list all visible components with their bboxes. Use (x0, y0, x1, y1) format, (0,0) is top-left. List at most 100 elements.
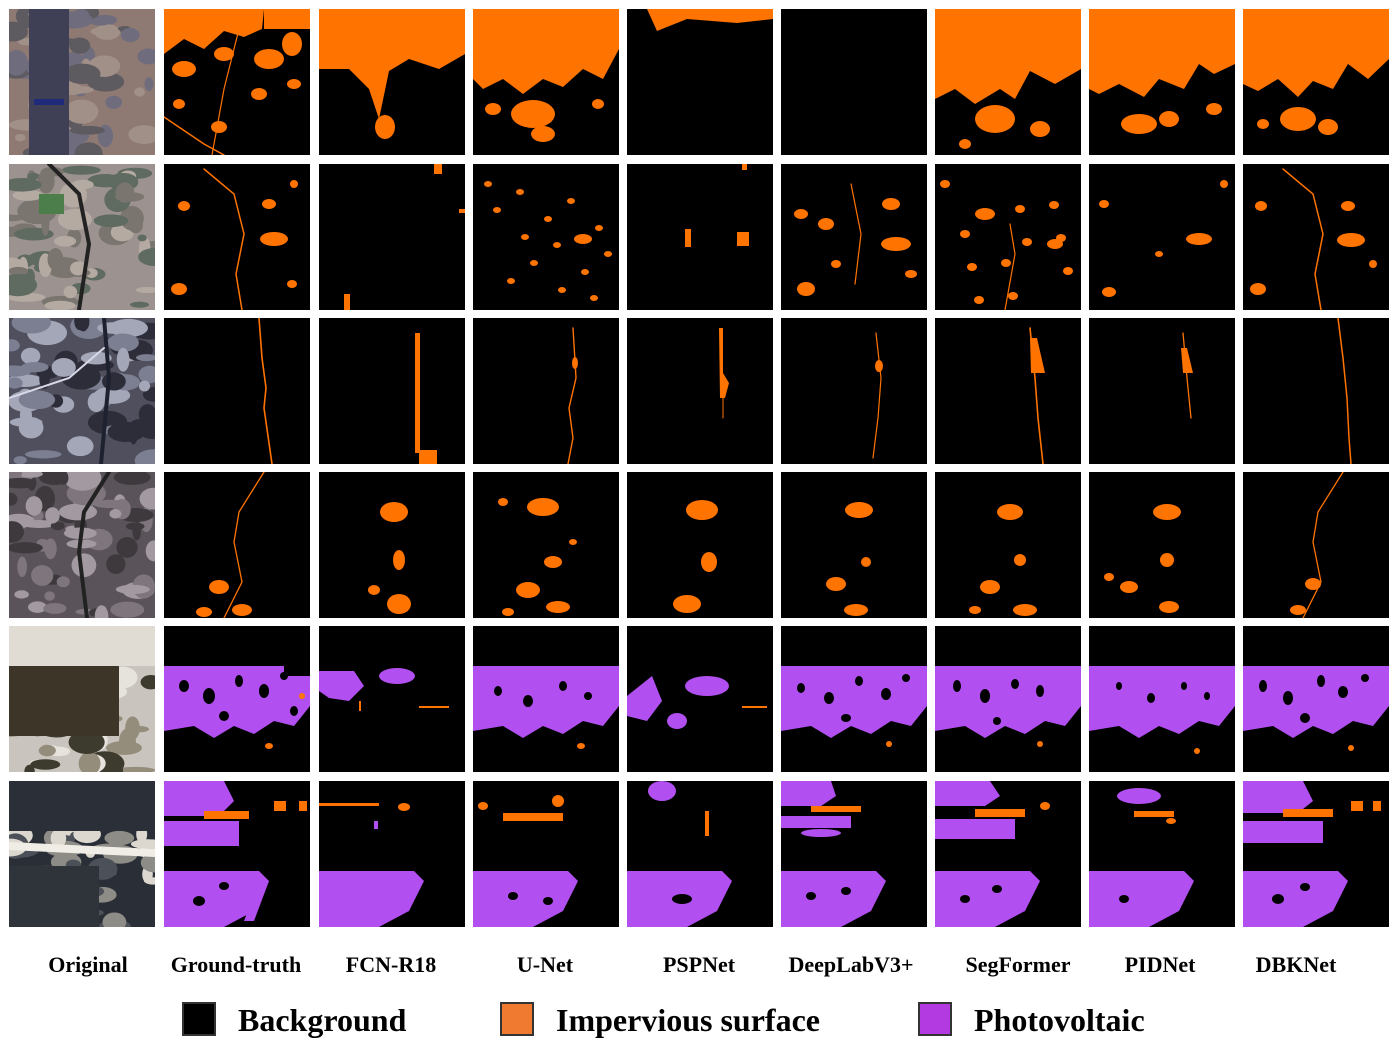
mask-hole (1204, 692, 1210, 700)
satellite-texture (25, 496, 43, 516)
pspnet-mask-row-6 (627, 781, 773, 927)
mask-blob (959, 139, 971, 149)
pidnet-mask-row-1 (1089, 9, 1235, 155)
mask-hole (1119, 895, 1129, 903)
mask-blob (844, 604, 868, 616)
impervious-region (264, 9, 310, 29)
satellite-texture (9, 214, 25, 222)
u-net-mask-row-4 (473, 472, 619, 618)
segmentation-mask (1099, 180, 1228, 297)
road-line (1337, 318, 1352, 464)
segmentation-mask (1089, 788, 1194, 927)
photovoltaic-region (935, 666, 1081, 738)
segmentation-mask (719, 328, 729, 419)
segmentation-mask (498, 498, 577, 616)
satellite-texture (129, 421, 138, 445)
mask-blob (831, 260, 841, 268)
segmentation-mask (685, 164, 749, 247)
mask-blob (1013, 604, 1037, 616)
u-net-mask-row-6 (473, 781, 619, 927)
original-image-row-6 (9, 781, 155, 927)
mask-hole (584, 692, 592, 700)
segmentation-mask (344, 164, 465, 310)
mask-blob (701, 552, 717, 572)
legend-swatch-photovoltaic (918, 1002, 952, 1036)
mask-blob (1008, 292, 1018, 300)
satellite-texture (137, 48, 155, 65)
satellite-texture (138, 380, 151, 392)
satellite-texture (92, 499, 128, 509)
satellite-texture (134, 449, 155, 464)
pspnet-mask-row-5 (627, 626, 773, 772)
mask-hole (1300, 713, 1310, 723)
segmentation-mask (473, 666, 619, 749)
satellite-texture (38, 744, 56, 757)
mask-hole (1338, 686, 1348, 698)
mask-blob (544, 216, 552, 222)
mask-blob (1030, 121, 1050, 137)
segmentation-mask (319, 9, 465, 139)
satellite-texture (58, 503, 98, 521)
satellite-texture (115, 182, 135, 203)
mask-blob (485, 103, 501, 115)
pidnet-mask-row-2 (1089, 164, 1235, 310)
pspnet-mask-row-3 (627, 318, 773, 464)
segmentation-mask (1243, 781, 1381, 927)
satellite-structure (39, 194, 64, 214)
mask-blob (484, 181, 492, 187)
impervious-region (1181, 348, 1193, 373)
satellite-texture (138, 248, 155, 267)
mask-region (359, 701, 361, 711)
segformer-mask-row-1 (935, 9, 1081, 155)
satellite-texture (18, 390, 56, 410)
mask-hole (1181, 682, 1187, 690)
satellite-texture (44, 300, 76, 310)
mask-blob (975, 208, 995, 220)
mask-blob (1194, 748, 1200, 754)
satellite-texture (113, 472, 151, 485)
photovoltaic-region (473, 871, 578, 927)
mask-blob (531, 126, 555, 142)
column-label-original: Original (48, 952, 128, 977)
mask-region (1134, 811, 1174, 817)
satellite-texture (94, 605, 109, 618)
satellite-texture (56, 576, 70, 588)
dbknet-mask-row-5 (1243, 626, 1389, 772)
mask-blob (861, 557, 871, 567)
satellite-texture (143, 877, 155, 885)
segformer-mask-row-3 (935, 318, 1081, 464)
ground-truth-mask-row-3 (164, 318, 310, 464)
segmentation-mask (1243, 9, 1389, 135)
ground-truth-mask-row-2 (164, 164, 310, 310)
mask-blob (1153, 504, 1181, 520)
mask-blob (569, 539, 577, 545)
mask-blob (287, 280, 297, 288)
impervious-region (719, 328, 729, 398)
mask-blob (287, 79, 301, 89)
u-net-mask-row-3 (473, 318, 619, 464)
satellite-texture (130, 839, 155, 849)
pidnet-mask-row-6 (1089, 781, 1235, 927)
dbknet-mask-row-2 (1243, 164, 1389, 310)
satellite-texture (93, 214, 129, 228)
column-label-fcn-r18: FCN-R18 (345, 952, 437, 977)
mask-region (204, 811, 249, 819)
segmentation-mask (1104, 504, 1181, 613)
satellite-texture (24, 450, 62, 459)
mask-hole (992, 885, 1002, 893)
satellite-thumbnail (9, 472, 155, 618)
mask-hole (1036, 685, 1044, 697)
mask-blob (375, 115, 395, 139)
fcn-r18-mask-row-5 (319, 626, 465, 772)
road-line (567, 327, 577, 464)
satellite-texture (66, 436, 94, 457)
mask-region (344, 294, 350, 310)
segmentation-mask (1290, 472, 1344, 618)
satellite-texture (44, 591, 55, 601)
original-image-row-3 (9, 318, 155, 464)
u-net-mask-row-5 (473, 626, 619, 772)
photovoltaic-region (164, 821, 239, 846)
impervious-region (473, 9, 619, 94)
satellite-structure (9, 666, 119, 736)
